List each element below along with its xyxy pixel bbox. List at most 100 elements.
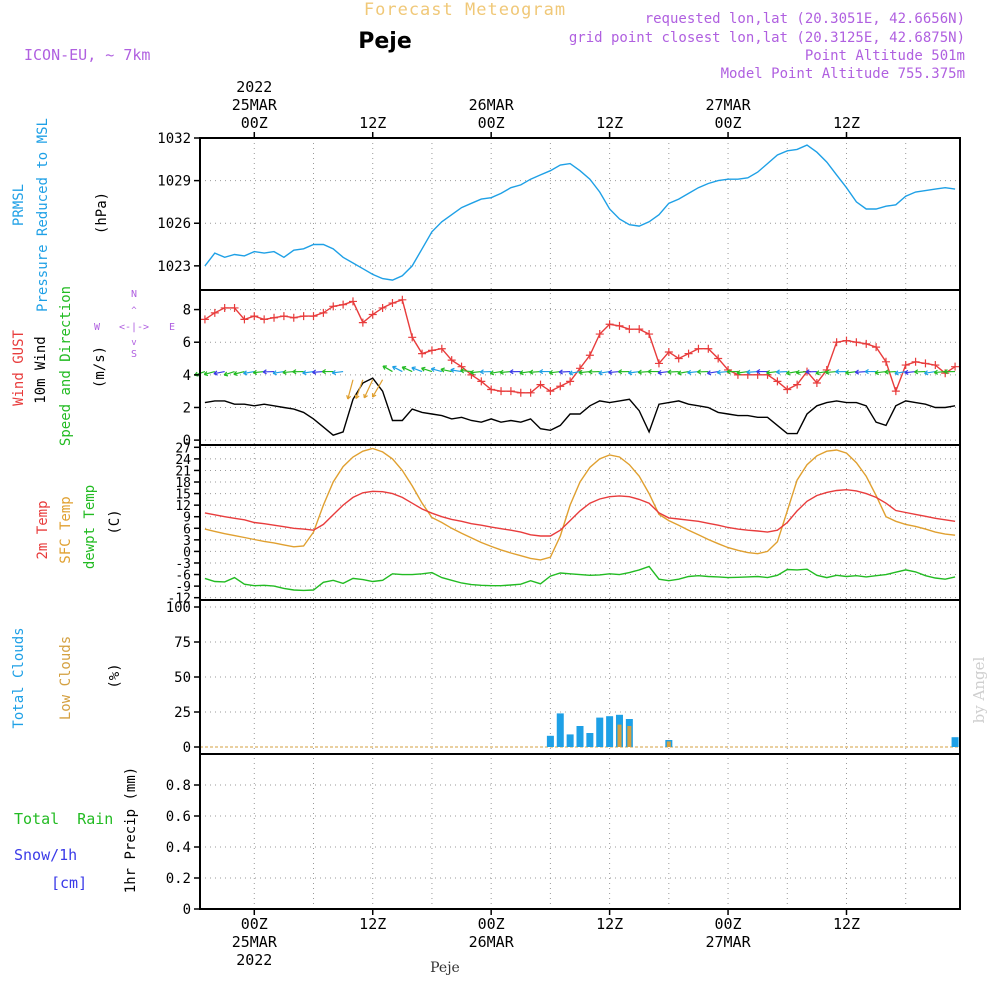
gust-marker	[260, 315, 269, 324]
wind-direction-arrow	[252, 369, 265, 375]
gust-marker	[704, 344, 713, 353]
wind-direction-arrow	[568, 370, 581, 376]
grid-point-coords: grid point closest lon,lat (20.3125E, 42…	[569, 30, 965, 46]
pressure-ytick-label: 1026	[157, 216, 191, 232]
dewpt-label: dewpt Temp	[82, 485, 98, 569]
wind-direction-arrow	[233, 370, 245, 376]
gust-marker	[418, 349, 427, 358]
wind-direction-arrow	[785, 370, 798, 376]
panel-frames	[199, 137, 961, 910]
wind-ytick-label: 4	[183, 368, 191, 384]
wind-direction-arrow	[223, 371, 235, 377]
gust-marker	[230, 303, 239, 312]
gust-marker	[832, 338, 841, 347]
pressure-ytick-label: 1029	[157, 174, 191, 190]
low-clouds-bar	[617, 724, 622, 747]
temp-ytick-label: 27	[175, 441, 191, 456]
wind-direction-arrow	[489, 370, 502, 376]
temp-ytick-label: -12	[168, 592, 191, 607]
clouds-unit: (%)	[107, 663, 123, 688]
wind-direction-arrow	[331, 369, 344, 376]
clouds-ytick-label: 100	[166, 600, 191, 616]
gust-marker	[694, 344, 703, 353]
gust-marker	[921, 359, 930, 368]
wind-label: 10m Wind	[33, 336, 49, 403]
wind-direction-arrow	[411, 366, 423, 373]
wind-direction-arrow	[726, 369, 738, 375]
wind-direction-arrow	[213, 370, 225, 376]
requested-coords: requested lon,lat (20.3051E, 42.6656N)	[645, 11, 965, 27]
wind-direction-arrow	[371, 379, 384, 398]
gust-marker	[576, 364, 584, 373]
snow-label: Snow/1h	[14, 846, 77, 864]
gust-marker	[793, 380, 802, 389]
gust-marker	[901, 361, 910, 370]
top-xtick-label: 00Z	[478, 114, 505, 132]
gust-marker	[931, 361, 940, 370]
low-clouds-label: Low Clouds	[58, 636, 74, 720]
wind-direction-arrow	[894, 370, 906, 376]
total-clouds-bar	[576, 726, 584, 747]
gust-marker	[388, 299, 397, 308]
total-clouds-bar	[546, 735, 554, 747]
wind-direction-arrow	[382, 365, 393, 373]
bottom-xtick-label: 26MAR	[469, 933, 515, 951]
wind-direction-arrow	[598, 370, 610, 376]
bottom-xtick-label: 27MAR	[705, 933, 751, 951]
temp-ytick-label: -3	[175, 557, 191, 572]
pressure-ytick-label: 1023	[157, 259, 191, 275]
gust-marker	[309, 312, 318, 321]
gust-marker	[684, 349, 693, 358]
gust-marker	[911, 357, 920, 366]
bottom-xtick-label: 12Z	[833, 915, 860, 933]
gust-marker	[270, 313, 279, 322]
wind-direction-arrow	[292, 369, 304, 375]
total-clouds-bar	[596, 717, 604, 747]
wind-ytick-label: 6	[183, 335, 191, 351]
gust-marker	[852, 338, 861, 347]
wind-direction-arrow	[539, 369, 551, 375]
temp-ytick-label: 3	[183, 534, 191, 549]
wind-direction-arrow	[363, 379, 374, 399]
gust-marker	[200, 315, 209, 324]
wind-direction-arrow	[835, 369, 847, 375]
compass-east: E	[169, 322, 175, 333]
wind-direction-arrow	[430, 367, 442, 373]
top-xtick-label: 26MAR	[469, 96, 515, 114]
compass-cross: <-|->	[119, 322, 149, 333]
gust-marker	[951, 362, 960, 371]
top-xtick-label: 00Z	[241, 114, 268, 132]
precip-ytick-label: 0.4	[166, 840, 191, 856]
gust-marker	[842, 336, 851, 345]
wind-direction-arrow	[815, 370, 827, 376]
wind-direction-arrow	[736, 370, 748, 376]
low-clouds-bar	[627, 726, 632, 747]
top-xtick-label: 2022	[236, 78, 272, 96]
wind-direction-arrow	[775, 369, 788, 375]
gust-marker	[319, 308, 328, 317]
wind-direction-arrow	[440, 367, 452, 373]
wind-direction-arrow	[499, 369, 511, 375]
wind-direction-arrow	[312, 369, 324, 375]
wind-direction-arrow	[677, 370, 689, 376]
gust-marker	[240, 315, 249, 324]
wind-direction-arrow	[864, 369, 877, 375]
gust-marker	[339, 300, 348, 309]
wind-direction-arrow	[243, 370, 255, 376]
wind-direction-arrow	[874, 369, 887, 376]
gust-marker	[398, 295, 407, 304]
total-clouds-bar	[566, 734, 574, 747]
clouds-ytick-label: 50	[174, 670, 191, 686]
wind-direction-arrow	[825, 369, 837, 375]
model-altitude: Model Point Altitude 755.375m	[721, 66, 965, 82]
precip-ytick-label: 0.2	[166, 871, 191, 887]
wind-direction-arrow	[904, 369, 916, 375]
temp2m-label: 2m Temp	[35, 500, 51, 559]
wind-direction-arrow	[795, 369, 808, 375]
precip-unit: 1hr Precip (mm)	[123, 767, 139, 893]
gust-marker	[615, 321, 624, 330]
temp-ytick-label: 15	[175, 488, 191, 503]
temp2m-line	[204, 488, 956, 537]
wind-direction-arrow	[746, 369, 758, 375]
gust-marker	[526, 388, 535, 397]
